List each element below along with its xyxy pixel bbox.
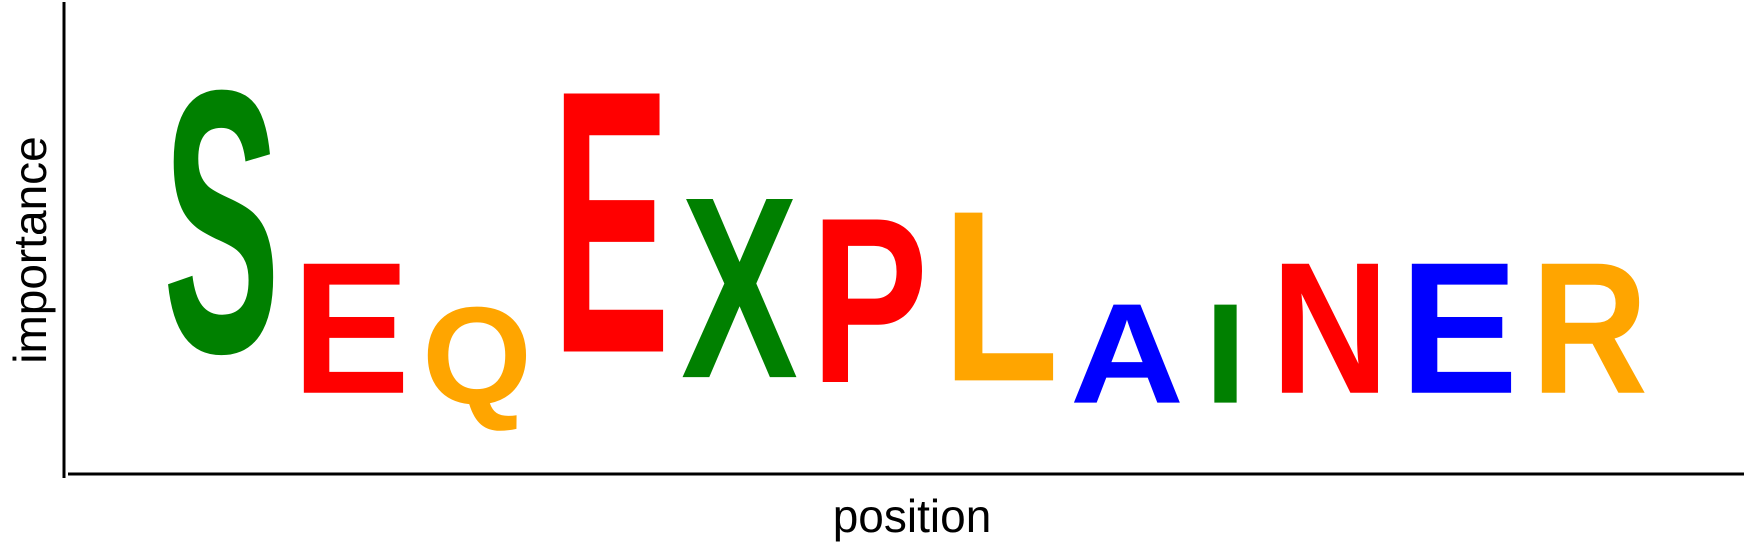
x-axis-label: position	[833, 490, 992, 542]
logo-letter-n-10: N	[1271, 224, 1389, 433]
logo-letter-i-9: I	[1204, 273, 1247, 433]
logo-letter-e-2: E	[292, 223, 410, 433]
logo-letter-a-8: A	[1070, 274, 1184, 433]
logo-letter-e-11: E	[1400, 223, 1518, 433]
logo-letter-l-7: L	[942, 161, 1059, 432]
logo-letter-r-12: R	[1531, 224, 1648, 434]
logo-letter-x-5: X	[681, 143, 798, 432]
logo-letter-e-4: E	[552, 14, 670, 432]
logo-letter-s-1: S	[163, 13, 280, 432]
logo-letter-q-3: Q	[422, 278, 532, 434]
y-axis-label: importance	[4, 136, 56, 364]
logo-letter-p-6: P	[811, 170, 928, 433]
